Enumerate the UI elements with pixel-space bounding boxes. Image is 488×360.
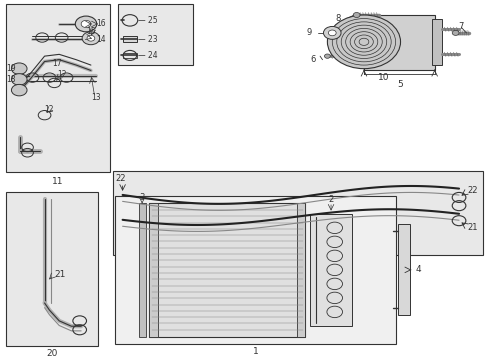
Circle shape <box>81 21 91 27</box>
Circle shape <box>87 35 95 41</box>
Bar <box>149 203 305 337</box>
Circle shape <box>75 16 97 32</box>
Text: 12: 12 <box>57 69 66 78</box>
Text: 5: 5 <box>397 80 403 89</box>
Text: 1: 1 <box>252 347 258 356</box>
Circle shape <box>82 32 100 45</box>
Circle shape <box>327 15 400 69</box>
Bar <box>296 203 305 337</box>
Text: 13: 13 <box>91 93 101 102</box>
Bar <box>139 203 145 337</box>
Bar <box>149 203 158 337</box>
Text: 12: 12 <box>44 105 54 114</box>
Text: 3: 3 <box>139 193 144 202</box>
Text: 9: 9 <box>306 28 311 37</box>
Text: 18: 18 <box>6 75 16 84</box>
Bar <box>115 195 395 344</box>
Text: 14: 14 <box>96 35 105 44</box>
Bar <box>5 192 98 346</box>
Text: 16: 16 <box>96 19 105 28</box>
Text: 2: 2 <box>328 195 333 204</box>
Text: 22: 22 <box>115 174 125 183</box>
Text: 4: 4 <box>414 265 420 274</box>
Circle shape <box>323 26 340 39</box>
Circle shape <box>11 74 27 85</box>
Circle shape <box>324 54 330 58</box>
Bar <box>118 4 193 65</box>
Text: 21: 21 <box>467 223 477 232</box>
Text: — 25: — 25 <box>138 16 158 25</box>
Text: 20: 20 <box>46 349 58 358</box>
Bar <box>397 224 409 315</box>
Bar <box>122 36 137 42</box>
Circle shape <box>451 30 458 35</box>
Text: 7: 7 <box>457 22 462 31</box>
Text: 10: 10 <box>377 73 388 82</box>
Circle shape <box>11 63 27 75</box>
Text: 17: 17 <box>52 59 61 68</box>
Bar <box>363 15 434 71</box>
Text: 11: 11 <box>52 177 63 186</box>
Circle shape <box>352 13 359 18</box>
Text: — 24: — 24 <box>138 51 158 60</box>
Text: 8: 8 <box>334 14 340 23</box>
Text: 22: 22 <box>467 186 477 195</box>
Text: 6: 6 <box>310 55 316 64</box>
Bar <box>122 53 137 58</box>
Bar <box>113 171 483 255</box>
Circle shape <box>11 84 27 96</box>
Text: 19: 19 <box>6 64 16 73</box>
Text: 15: 15 <box>86 27 96 36</box>
Text: — 23: — 23 <box>138 35 158 44</box>
Circle shape <box>328 30 335 36</box>
Bar <box>310 213 351 326</box>
Bar <box>431 19 441 65</box>
Bar <box>5 4 110 172</box>
Text: 21: 21 <box>54 270 65 279</box>
